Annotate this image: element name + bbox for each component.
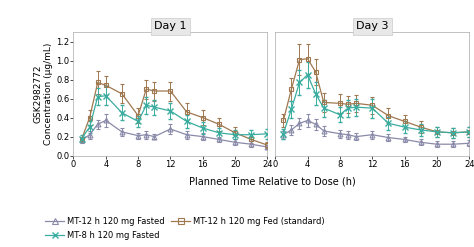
Title: Day 3: Day 3 <box>356 21 389 31</box>
Text: Planned Time Relative to Dose (h): Planned Time Relative to Dose (h) <box>189 177 356 186</box>
Title: Day 1: Day 1 <box>154 21 187 31</box>
Y-axis label: GSK2982772
Concentration (μg/mL): GSK2982772 Concentration (μg/mL) <box>34 43 53 145</box>
Legend: MT-12 h 120 mg Fasted, MT-8 h 120 mg Fasted, MT-12 h 120 mg Fed (standard): MT-12 h 120 mg Fasted, MT-8 h 120 mg Fas… <box>42 214 328 243</box>
